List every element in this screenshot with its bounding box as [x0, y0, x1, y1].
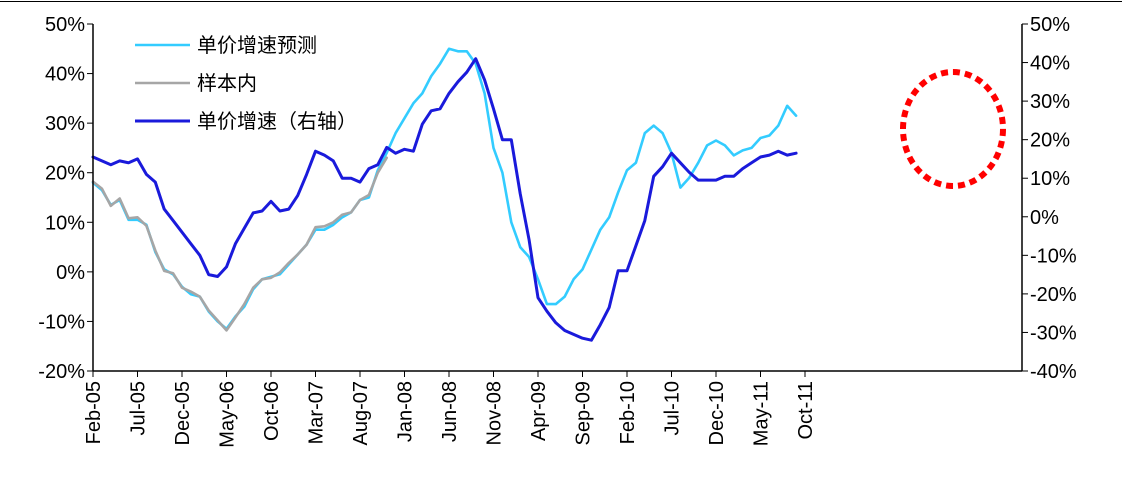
x-tick-label: Feb-10 [617, 381, 639, 444]
left-y-tick-label: 20% [45, 163, 85, 185]
series-line-in-sample [91, 156, 389, 332]
x-tick-label: May-06 [217, 381, 239, 448]
x-tick-label: Oct-11 [795, 381, 817, 440]
series-line-actual [91, 57, 798, 342]
right-y-tick-label: 30% [1030, 91, 1070, 113]
left-y-tick-label: 0% [56, 262, 85, 284]
x-tick-label: Nov-08 [484, 381, 506, 445]
x-tick-label: Aug-07 [350, 381, 372, 446]
right-y-tick-label: 0% [1030, 207, 1059, 229]
right-y-tick-label: -40% [1030, 361, 1077, 383]
x-tick-label: Sep-09 [573, 381, 595, 446]
x-tick-label: Mar-07 [306, 381, 328, 444]
x-tick-label: Feb-05 [83, 381, 105, 444]
right-y-tick-label: -20% [1030, 284, 1077, 306]
legend-label-forecast: 单价增速预测 [197, 33, 317, 57]
x-tick-label: Jan-08 [395, 381, 417, 442]
x-tick-label: Dec-10 [706, 381, 728, 445]
right-y-tick-label: 50% [1030, 14, 1070, 36]
left-y-tick-label: -10% [38, 311, 85, 333]
left-y-tick-label: 30% [45, 113, 85, 135]
x-tick-label: May-11 [751, 381, 773, 446]
x-tick-label: Jul-05 [128, 381, 150, 435]
plot-area [91, 47, 798, 342]
x-tick-label: Apr-09 [528, 381, 550, 441]
legend-label-actual: 单价增速（右轴） [197, 109, 357, 133]
left-y-tick-label: 10% [45, 212, 85, 234]
right-y-tick-label: -10% [1030, 245, 1077, 267]
right-y-tick-label: -30% [1030, 322, 1077, 344]
left-y-tick-label: 50% [45, 14, 85, 36]
x-tick-label: Dec-05 [172, 381, 194, 445]
left-y-tick-label: 40% [45, 64, 85, 86]
x-tick-label: Jul-10 [662, 381, 684, 435]
x-tick-label: Jun-08 [439, 381, 461, 442]
legend: 单价增速预测 样本内 单价增速（右轴） [135, 33, 357, 133]
right-y-tick-label: 40% [1030, 53, 1070, 75]
axes: -20% -10% 0% 10% 20% 30% 40% 50% -40% -30% -20% -10… [38, 14, 1077, 448]
legend-label-in-sample: 样本内 [197, 71, 257, 95]
left-y-tick-label: -20% [38, 361, 85, 383]
x-tick-label: Oct-06 [261, 381, 283, 441]
right-y-tick-label: 20% [1030, 130, 1070, 152]
highlight-dashed-circle [900, 69, 1006, 189]
right-y-tick-label: 10% [1030, 168, 1070, 190]
